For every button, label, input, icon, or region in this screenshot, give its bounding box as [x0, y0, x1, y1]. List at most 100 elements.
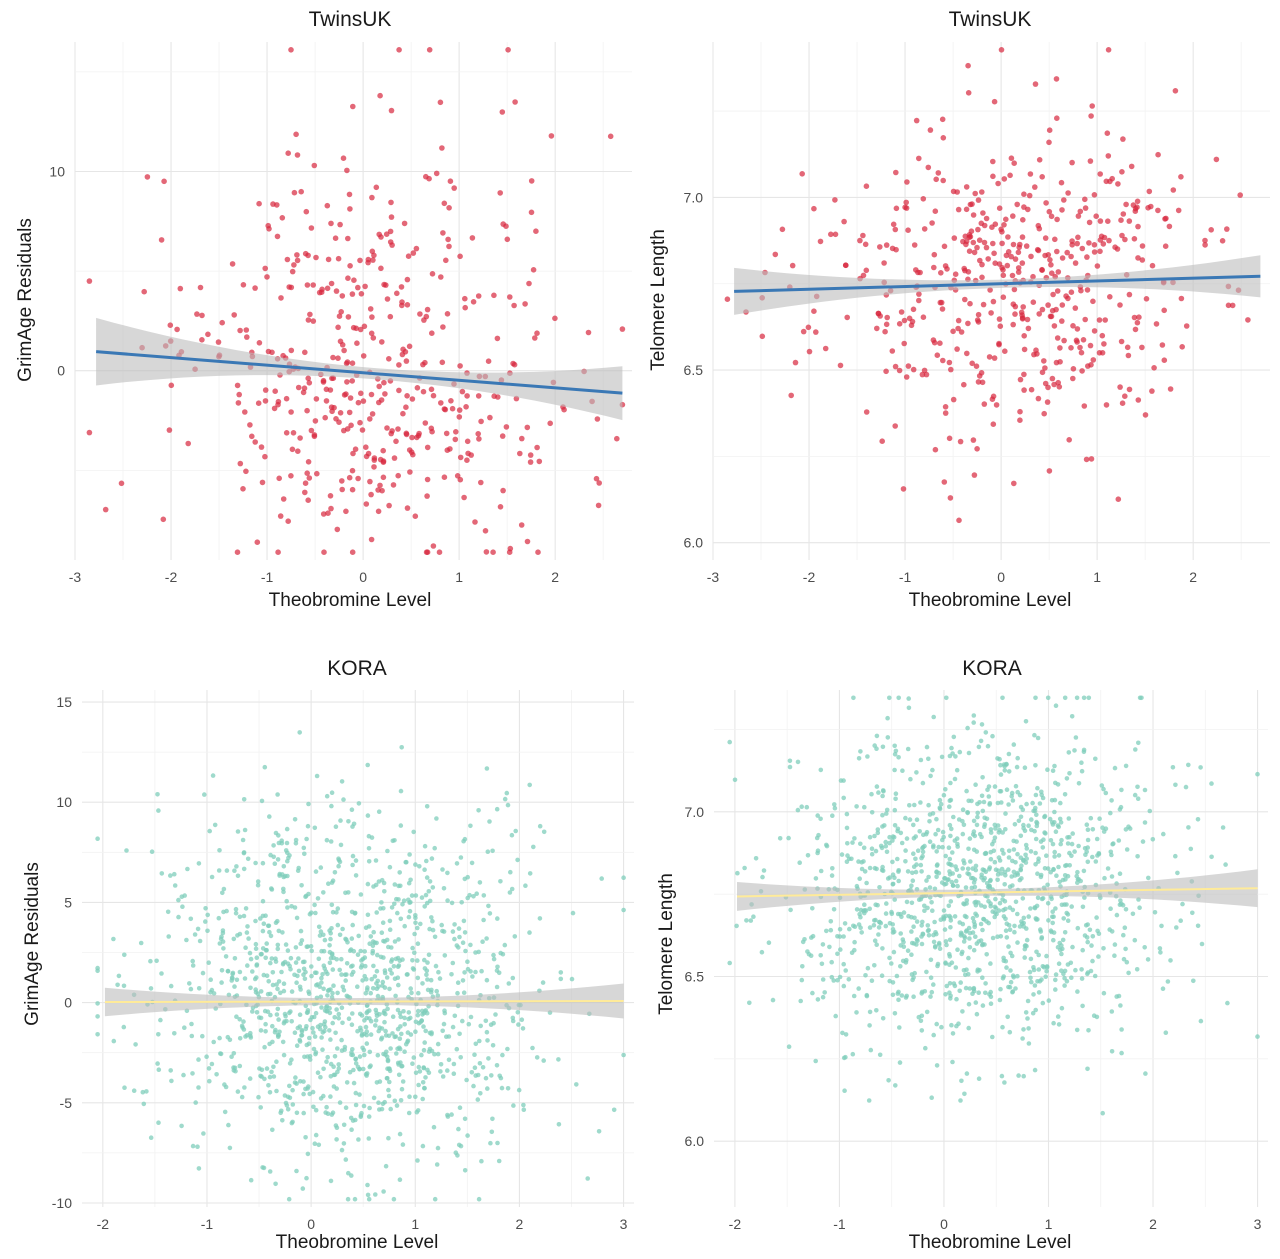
- plot-area: -2 -1 0 1 2 36.06.57.0: [685, 690, 1268, 1232]
- data-point: [934, 849, 939, 854]
- data-point: [340, 155, 347, 161]
- data-point: [343, 391, 349, 397]
- data-point: [845, 841, 850, 846]
- data-point: [1000, 1024, 1005, 1030]
- data-point: [975, 311, 982, 318]
- data-point: [376, 231, 383, 238]
- data-point: [242, 1085, 247, 1090]
- data-point: [379, 339, 385, 345]
- data-point: [966, 971, 971, 977]
- data-point: [464, 438, 471, 445]
- data-point: [1056, 1022, 1062, 1027]
- data-point: [274, 1012, 280, 1017]
- data-point: [1034, 812, 1039, 818]
- data-point: [331, 1084, 337, 1089]
- data-point: [387, 1066, 392, 1071]
- data-point: [1015, 911, 1020, 917]
- data-point: [314, 470, 320, 477]
- data-point: [1105, 218, 1111, 224]
- data-point: [810, 990, 815, 996]
- data-point: [254, 963, 259, 968]
- data-point: [124, 848, 129, 853]
- data-point: [359, 427, 366, 433]
- data-point: [279, 1108, 284, 1114]
- data-point: [486, 1056, 491, 1061]
- data-point: [305, 252, 311, 259]
- data-point: [1011, 869, 1017, 875]
- data-point: [1090, 357, 1097, 363]
- data-point: [1031, 992, 1036, 997]
- data-point: [964, 914, 969, 920]
- data-point: [1099, 332, 1106, 339]
- data-point: [327, 1028, 332, 1033]
- data-point: [450, 929, 456, 934]
- data-point: [1089, 943, 1094, 948]
- data-point: [943, 913, 949, 919]
- data-point: [1053, 76, 1060, 82]
- data-point: [1007, 172, 1013, 179]
- data-point: [350, 450, 356, 457]
- data-point: [1137, 905, 1142, 910]
- data-point: [869, 851, 875, 857]
- data-point: [254, 1010, 260, 1015]
- data-point: [505, 1086, 511, 1091]
- data-point: [374, 1013, 380, 1018]
- data-point: [358, 892, 364, 897]
- data-point: [990, 173, 996, 180]
- data-point: [1083, 923, 1089, 928]
- data-point: [827, 944, 832, 950]
- data-point: [450, 960, 456, 966]
- data-point: [1003, 873, 1008, 878]
- data-point: [395, 964, 401, 969]
- data-point: [1002, 882, 1007, 887]
- data-point: [761, 868, 767, 873]
- data-point: [940, 135, 947, 141]
- data-point: [990, 158, 996, 165]
- data-point: [455, 990, 460, 996]
- data-point: [830, 813, 835, 818]
- data-point: [993, 826, 998, 831]
- data-point: [1048, 213, 1055, 220]
- data-point: [928, 975, 934, 980]
- data-point: [489, 1129, 495, 1135]
- data-point: [1012, 822, 1018, 827]
- data-point: [445, 898, 450, 903]
- data-point: [876, 932, 881, 937]
- y-axis-label: GrimAge Residuals: [22, 862, 43, 1026]
- data-point: [365, 912, 371, 918]
- data-point: [1066, 816, 1072, 821]
- data-point: [407, 469, 413, 475]
- data-point: [277, 1029, 282, 1035]
- data-point: [515, 857, 520, 863]
- data-point: [930, 908, 935, 913]
- data-point: [966, 925, 972, 931]
- data-point: [165, 909, 171, 915]
- data-point: [974, 244, 980, 251]
- data-point: [385, 848, 390, 854]
- data-point: [964, 1071, 970, 1076]
- data-point: [351, 821, 357, 827]
- data-point: [328, 1061, 334, 1067]
- data-point: [912, 802, 917, 808]
- data-point: [1050, 914, 1055, 920]
- data-point: [967, 836, 973, 841]
- data-point: [445, 236, 451, 243]
- data-point: [1002, 1080, 1007, 1085]
- data-point: [1011, 847, 1017, 852]
- data-point: [375, 487, 381, 493]
- data-point: [375, 993, 381, 999]
- data-point: [417, 1069, 423, 1074]
- data-point: [923, 1045, 928, 1051]
- y-tick-label: 6.0: [685, 1133, 705, 1149]
- data-point: [239, 1023, 245, 1029]
- data-point: [473, 950, 478, 955]
- data-point: [328, 505, 334, 512]
- data-point: [966, 846, 971, 852]
- data-point: [409, 434, 415, 441]
- data-point: [324, 202, 331, 209]
- data-point: [940, 177, 946, 184]
- data-point: [820, 942, 826, 947]
- data-point: [318, 289, 325, 296]
- data-point: [905, 363, 912, 369]
- data-point: [367, 1008, 372, 1013]
